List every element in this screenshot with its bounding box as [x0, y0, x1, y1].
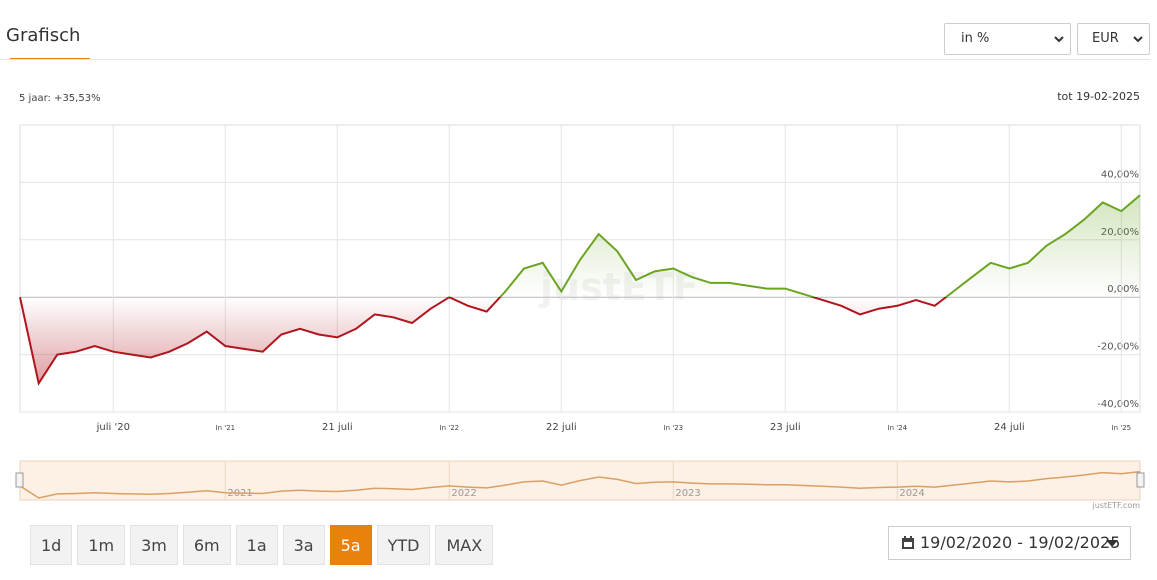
caret — [1054, 36, 1064, 43]
range-button[interactable]: 5a — [329, 525, 372, 565]
as-of-date: tot 19-02-2025 — [1057, 90, 1140, 103]
x-tick-label: In '23 — [664, 424, 684, 432]
y-tick-label: 40,00% — [1101, 169, 1139, 180]
navigator-line — [19, 470, 1141, 499]
range-button[interactable]: MAX — [435, 525, 494, 565]
currency-select-text: EUR — [1092, 31, 1119, 46]
y-tick-label: -20,00% — [1097, 342, 1139, 353]
date-range-text: 19/02/2020 - 19/02/2025 — [920, 533, 1121, 552]
range-button[interactable]: 3a — [282, 525, 325, 565]
tab[interactable]: Grafisch — [6, 25, 81, 46]
area — [20, 195, 1140, 384]
x-tick-label: In '25 — [1112, 424, 1132, 432]
divider — [0, 59, 1150, 60]
range-button[interactable]: 1a — [235, 525, 278, 565]
navigator-year: 2023 — [675, 488, 700, 499]
credit: justETF.com — [1092, 501, 1141, 510]
date-range-picker[interactable]: 19/02/2020 - 19/02/2025 — [888, 526, 1131, 560]
chart: justETF-40,00%-20,00%0,00%20,00%40,00%ju… — [15, 124, 1145, 510]
caret — [1106, 540, 1118, 547]
range-button[interactable]: 1d — [30, 525, 73, 565]
calendar-icon — [902, 536, 914, 549]
range-button[interactable]: YTD — [376, 525, 431, 565]
navigator-handle[interactable] — [1136, 472, 1145, 488]
x-tick-label: In '24 — [888, 424, 908, 432]
navigator-year: 2024 — [899, 488, 924, 499]
navigator-year: 2022 — [451, 488, 476, 499]
navigator-handle[interactable] — [15, 472, 24, 488]
x-tick-label: 21 juli — [322, 422, 353, 433]
line — [19, 194, 1141, 386]
unit-select-text: in % — [961, 31, 990, 46]
x-tick-label: 23 juli — [770, 422, 801, 433]
range-button[interactable]: 3m — [130, 525, 178, 565]
currency-select[interactable]: EUR — [1077, 23, 1150, 55]
x-tick-label: In '22 — [440, 424, 460, 432]
x-tick-label: 24 juli — [994, 422, 1025, 433]
y-tick-label: -40,00% — [1097, 399, 1139, 410]
range-buttons: 1d 1m 3m 6m 1a 3a 5a YTD MAX — [30, 525, 494, 565]
x-tick-label: juli '20 — [96, 422, 130, 433]
unit-select[interactable]: in % — [944, 23, 1071, 55]
x-tick-label: In '21 — [216, 424, 236, 432]
caret — [1133, 36, 1143, 43]
period-return: 5 jaar: +35,53% — [19, 93, 101, 104]
range-button[interactable]: 1m — [77, 525, 126, 565]
range-button[interactable]: 6m — [182, 525, 231, 565]
x-tick-label: 22 juli — [546, 422, 577, 433]
